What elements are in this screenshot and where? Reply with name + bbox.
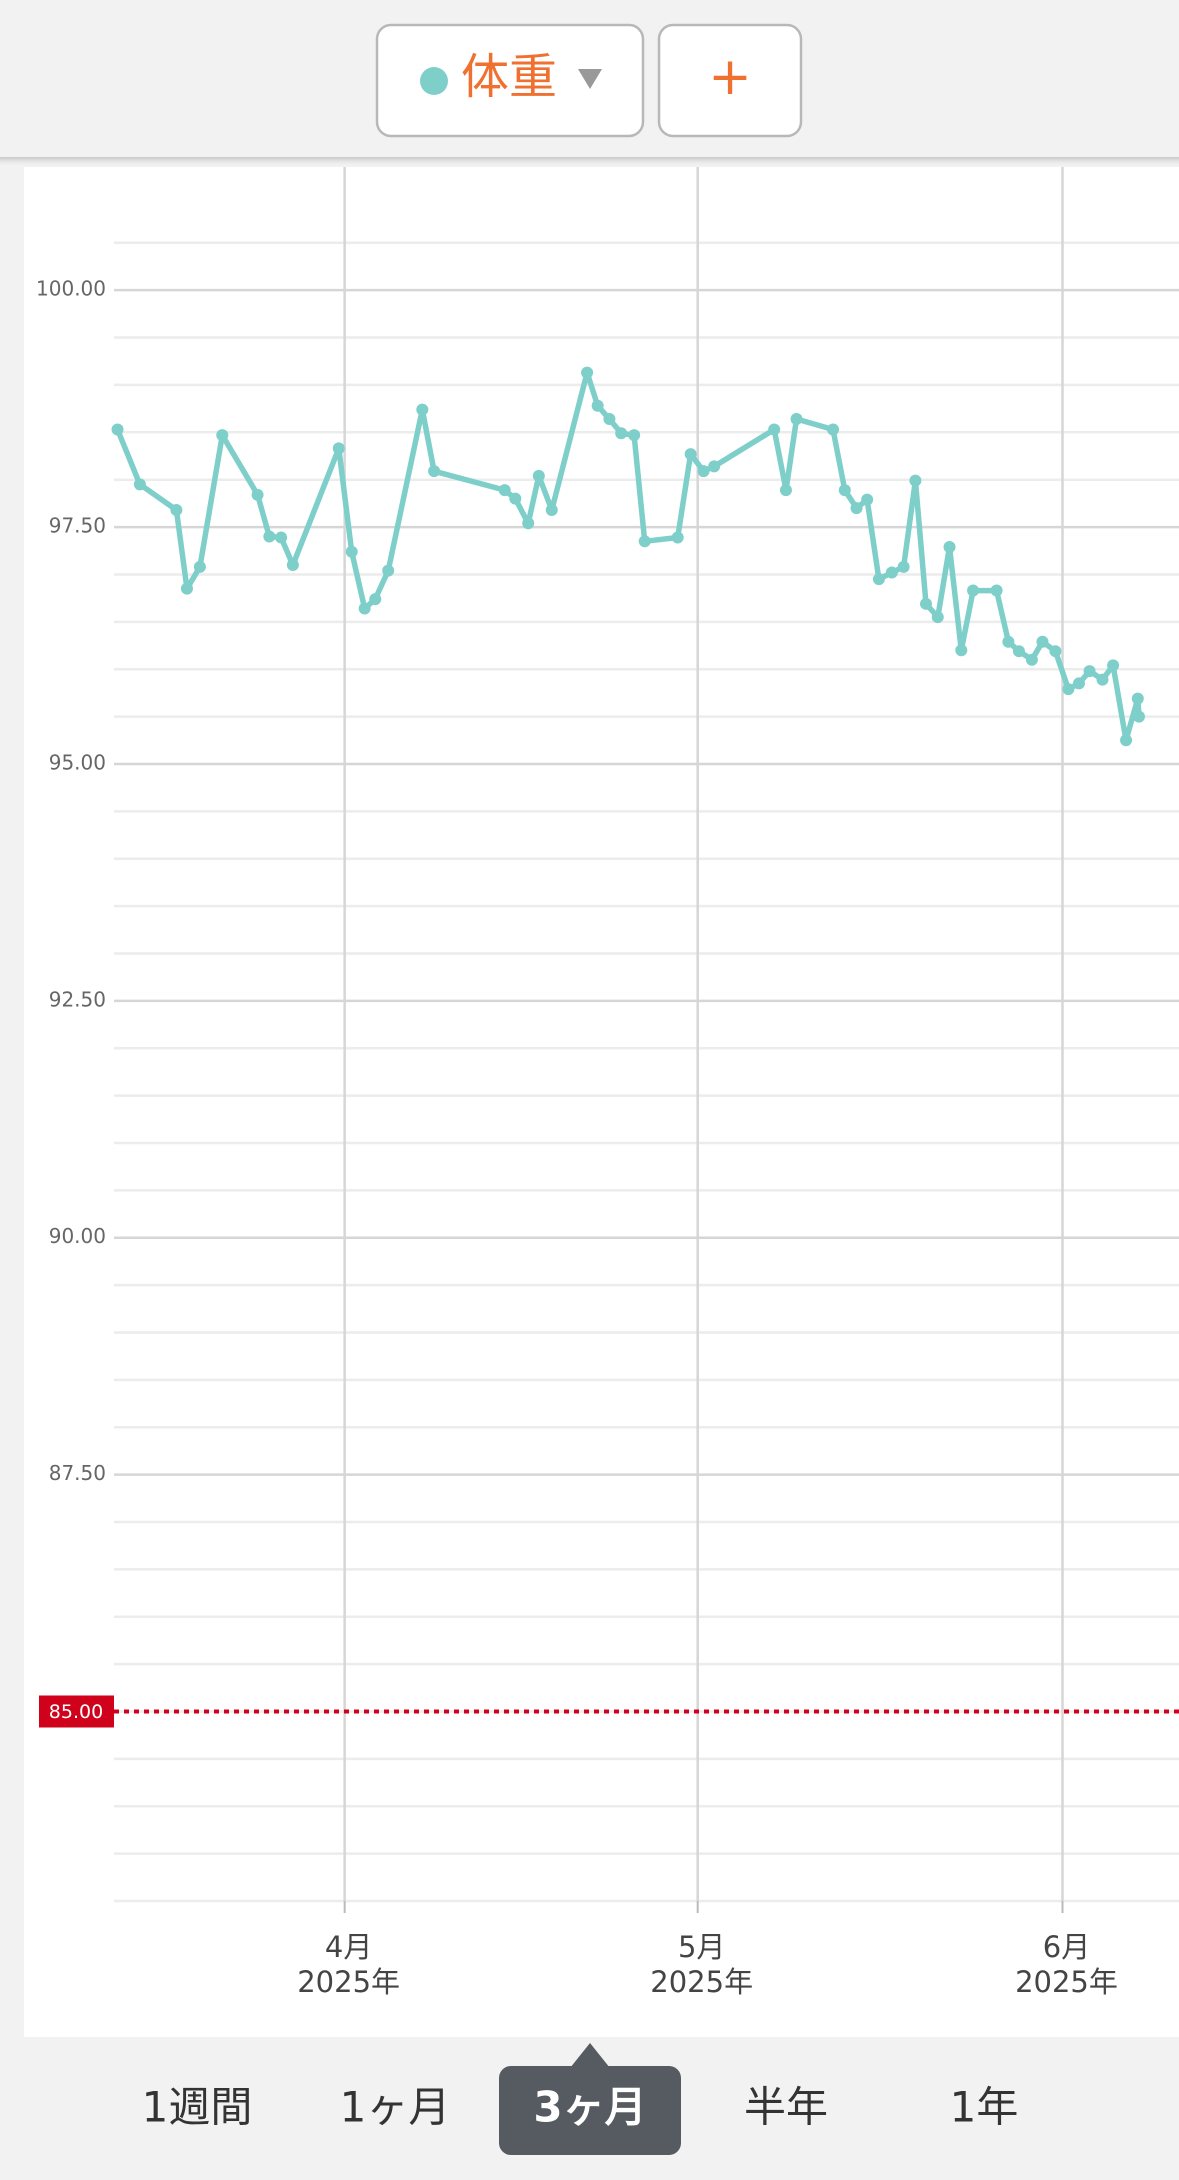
data-point [1025,653,1038,666]
data-point [990,584,1003,597]
data-point [885,566,898,579]
data-point [369,593,382,606]
add-label[interactable]: + [708,47,752,107]
data-point [790,413,803,426]
x-tick-label: 2025年 [297,1965,400,1999]
data-point [931,611,944,624]
period-tabs: 1週間 1ヶ月 3ヶ月 半年 1年 [142,2043,1019,2155]
x-tick-label: 2025年 [1015,1965,1118,1999]
data-point [180,582,193,595]
x-tick-label: 5月 [678,1930,725,1964]
x-tick-label: 2025年 [650,1965,753,1999]
chart-card [24,167,1179,2037]
data-point [708,460,721,473]
data-point [1062,683,1075,696]
data-point [193,560,206,573]
data-point [779,484,792,497]
data-point [1107,659,1120,672]
data-point [1096,673,1109,686]
selected-tab-pointer [570,2043,610,2068]
plot: 87.5090.0092.5095.0097.50100.004月2025年5月… [36,167,1179,1999]
add-button[interactable]: + [657,23,803,138]
data-point [581,366,594,379]
tab-selected[interactable]: 3ヶ月 [533,2083,646,2132]
data-point [919,597,932,610]
data-point [838,484,851,497]
data-point [1120,734,1133,747]
target-label-box [39,1695,114,1728]
dropdown-box[interactable] [375,23,645,138]
x-tick-label: 6月 [1043,1930,1090,1964]
target-label: 85.00 [49,1701,103,1723]
data-point [697,465,710,478]
data-point [111,423,124,436]
data-point [509,492,522,505]
data-point [615,427,628,440]
data-point [872,573,885,586]
data-point [591,399,604,412]
dropdown-label[interactable]: 体重 [461,49,557,105]
data-point [286,558,299,571]
y-tick-label: 95.00 [49,750,106,774]
data-point [909,474,922,487]
data-point [1036,635,1049,648]
tab[interactable]: 1年 [950,2083,1019,2132]
dropdown-arrow [578,69,602,89]
data-point [850,502,863,515]
data-point [638,535,651,548]
data-point [532,469,545,482]
data-point [216,429,229,442]
y-tick-label: 87.50 [49,1461,106,1485]
data-point [861,493,874,506]
data-point [603,413,616,426]
data-point [416,403,429,416]
data-point [498,484,511,497]
data-point [1012,645,1025,658]
data-point [1131,692,1144,705]
data-point [955,644,968,657]
data-point [628,429,641,442]
data-point [428,465,441,478]
data-point [133,478,146,491]
data-point [1049,645,1062,658]
data-point [275,531,288,544]
y-tick-label: 97.50 [49,514,106,538]
data-point [263,530,276,543]
tab[interactable]: 1ヶ月 [340,2083,451,2132]
header-shadow [0,157,1179,167]
data-point [967,584,980,597]
add-box[interactable] [657,23,803,138]
data-point [1002,635,1015,648]
y-tick-label: 90.00 [49,1224,106,1248]
data-point [1132,710,1145,723]
data-point [170,504,183,517]
selected-tab-bg [499,2066,681,2155]
data-point [251,488,264,501]
data-point [545,504,558,517]
tab[interactable]: 半年 [744,2083,828,2132]
data-point [1083,665,1096,678]
data-point [522,517,535,530]
data-point [345,545,358,558]
data-point [358,602,371,615]
tab[interactable]: 1週間 [142,2083,253,2132]
data-point [671,531,684,544]
data-point [332,442,345,455]
data-point [943,540,956,553]
metric-dropdown[interactable]: 体重 [375,23,645,138]
x-tick-label: 4月 [325,1930,372,1964]
data-point [897,560,910,573]
y-tick-label: 92.50 [49,987,106,1011]
data-point [382,564,395,577]
y-tick-label: 100.00 [36,277,106,301]
legend-dot [420,67,448,95]
data-point [684,448,697,461]
data-point [1072,677,1085,690]
data-point [768,423,781,436]
data-point [827,423,840,436]
